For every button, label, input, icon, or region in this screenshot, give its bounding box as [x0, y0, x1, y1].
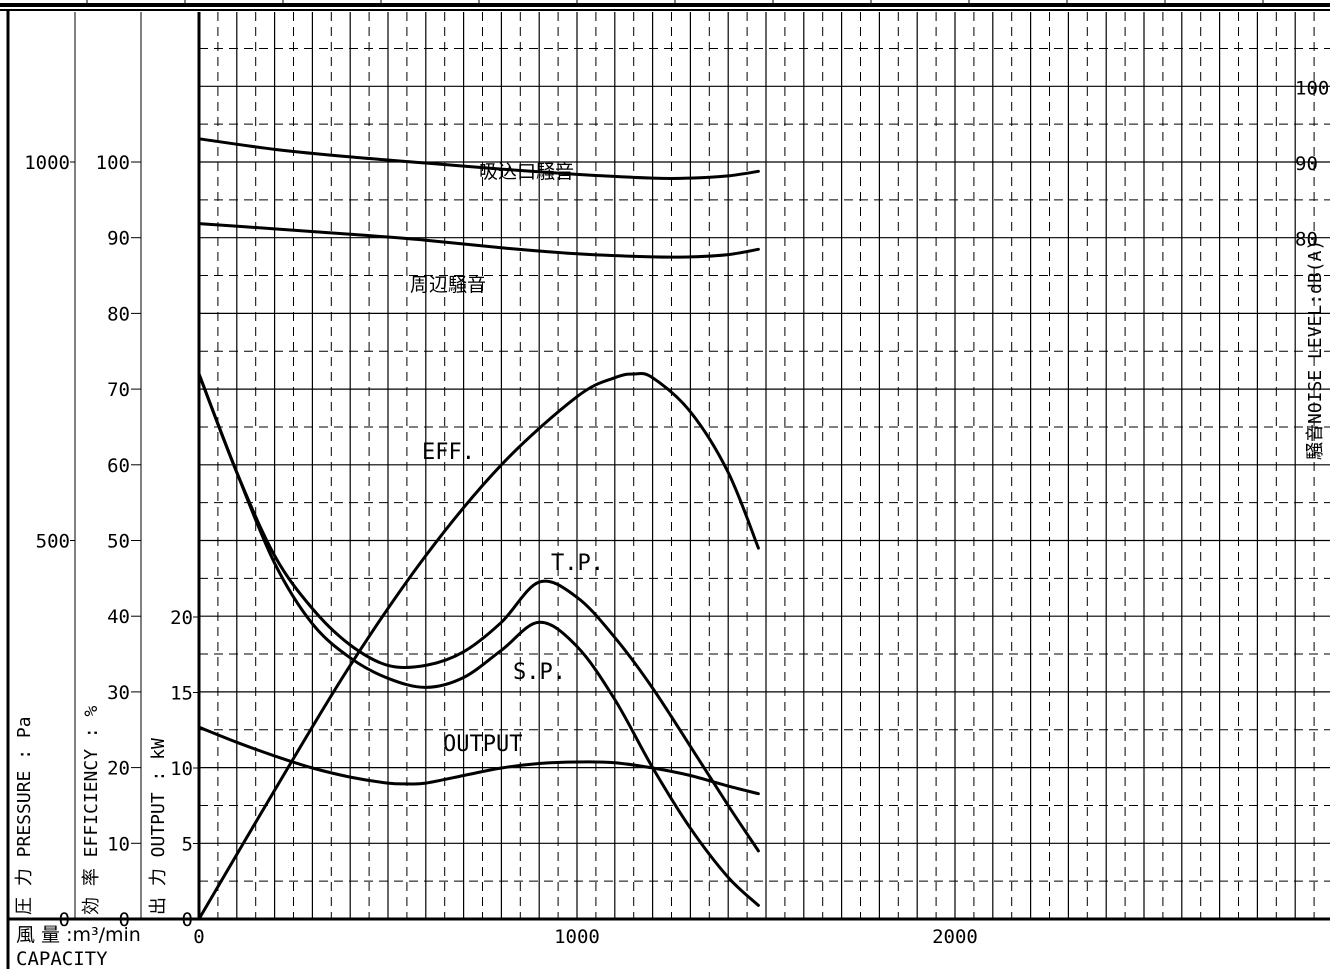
efficiency-tick-label: 0	[119, 909, 130, 931]
noise-tick-label: 80	[1295, 229, 1318, 251]
grid-dashed	[199, 12, 1330, 919]
series-line-1-noise	[197, 222, 760, 259]
x-tick-label: 1000	[554, 926, 600, 948]
x-axis-title-jp: 風 量 :m³/min	[16, 924, 141, 946]
series-line-2-efficiency	[197, 371, 760, 921]
noise-tick-label: 90	[1295, 153, 1318, 175]
annotation-intake-noise: 吸込口騒音	[479, 161, 574, 183]
series-line-4-pressure	[197, 372, 760, 907]
x-tick-label: 0	[193, 926, 204, 948]
series-line-3-pressure	[197, 372, 760, 853]
noise-tick-label: 100	[1295, 77, 1329, 99]
annotation-ambient-noise: 周辺騒音	[410, 274, 486, 296]
pressure-axis-title: 圧 力 PRESSURE : Pa	[14, 716, 35, 915]
annotation-eff: EFF.	[422, 440, 475, 465]
efficiency-axis-title: 効 率 EFFICIENCY : %	[81, 705, 102, 915]
output-axis-title: 出 力 OUTPUT : kW	[148, 738, 169, 915]
tick-labels: 1000500010090807060504030201002015105010…	[24, 77, 1329, 948]
efficiency-tick-label: 100	[96, 152, 130, 174]
annotation-output: OUTPUT	[443, 732, 522, 757]
output-tick-label: 20	[170, 607, 193, 629]
pressure-tick-label: 0	[59, 909, 70, 931]
efficiency-tick-label: 40	[107, 606, 130, 628]
efficiency-tick-label: 90	[107, 228, 130, 250]
annotation-sp: S.P.	[513, 660, 566, 685]
noise-axis-title: 騒音NOISE LEVEL:dB(A)	[1305, 240, 1326, 460]
annotation-tp: T.P.	[551, 551, 604, 576]
series-lines	[197, 137, 760, 921]
x-axis-title-en: CAPACITY	[16, 948, 108, 969]
efficiency-tick-label: 20	[107, 758, 130, 780]
pressure-tick-label: 500	[36, 531, 70, 553]
output-tick-label: 5	[182, 834, 193, 856]
efficiency-tick-label: 10	[107, 833, 130, 855]
output-tick-label: 10	[170, 758, 193, 780]
efficiency-tick-label: 60	[107, 455, 130, 477]
output-tick-label: 15	[170, 683, 193, 705]
efficiency-tick-label: 30	[107, 682, 130, 704]
output-tick-label: 0	[182, 909, 193, 931]
series-line-5-output	[197, 725, 760, 796]
efficiency-tick-label: 70	[107, 379, 130, 401]
grid-solid	[199, 12, 1330, 919]
efficiency-tick-label: 80	[107, 303, 130, 325]
efficiency-tick-label: 50	[107, 531, 130, 553]
pressure-tick-label: 1000	[24, 152, 70, 174]
x-tick-label: 2000	[932, 926, 978, 948]
series-line-0-noise	[197, 137, 760, 181]
